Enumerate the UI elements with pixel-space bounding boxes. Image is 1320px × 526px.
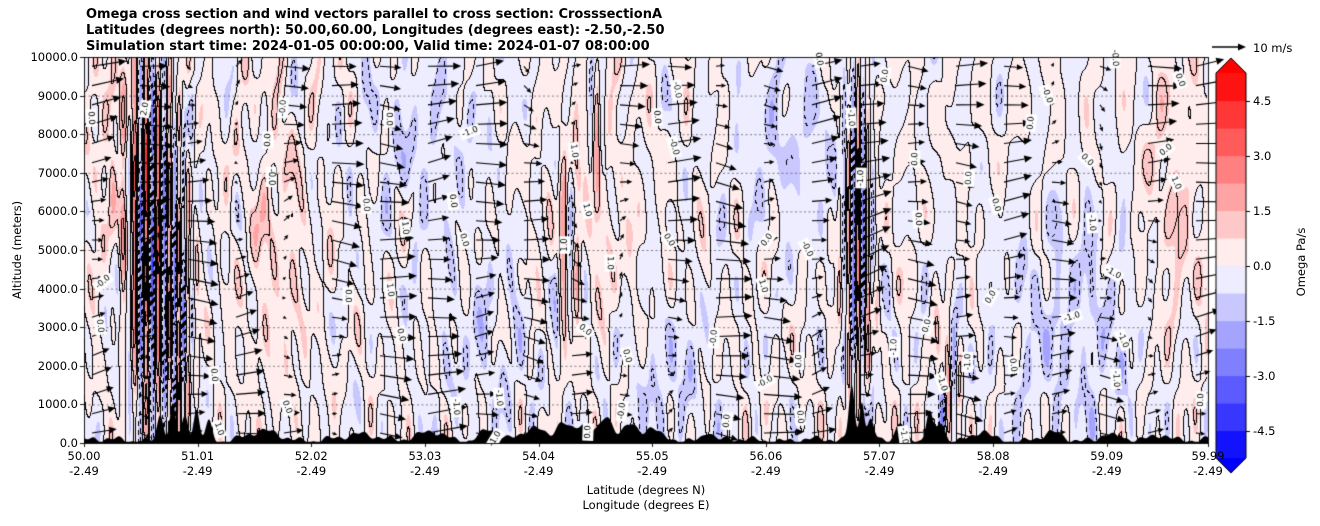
y-tick-label: 5000.0 bbox=[37, 243, 78, 257]
x-tick-label-longitude: -2.49 bbox=[410, 464, 440, 478]
x-tick-label-latitude: 55.05 bbox=[635, 449, 669, 463]
x-tick-label-longitude: -2.49 bbox=[978, 464, 1008, 478]
x-tick-label-longitude: -2.49 bbox=[750, 464, 781, 478]
colorbar-tick-label: 1.5 bbox=[1253, 203, 1272, 218]
plot-title-line-1: Omega cross section and wind vectors par… bbox=[86, 7, 663, 22]
colorbar-tick-label: -1.5 bbox=[1253, 313, 1276, 328]
plot-title-line-2: Latitudes (degrees north): 50.00,60.00, … bbox=[86, 23, 665, 38]
y-tick-label: 2000.0 bbox=[37, 358, 78, 373]
y-tick-label: 8000.0 bbox=[37, 127, 78, 142]
x-tick-label-latitude: 58.08 bbox=[976, 449, 1010, 463]
y-tick-label: 10000.0 bbox=[30, 50, 78, 64]
x-tick-label-longitude: -2.49 bbox=[296, 464, 327, 478]
y-tick-label: 7000.0 bbox=[37, 165, 78, 180]
y-tick-label: 9000.0 bbox=[37, 88, 78, 103]
x-tick-label-latitude: 56.06 bbox=[749, 449, 783, 463]
x-tick-label-latitude: 59.99 bbox=[1191, 449, 1225, 463]
x-tick-label-longitude: -2.49 bbox=[69, 464, 99, 478]
x-tick-label-latitude: 54.04 bbox=[522, 449, 556, 463]
y-tick-label: 6000.0 bbox=[37, 204, 78, 219]
y-tick-label: 1000.0 bbox=[37, 397, 78, 412]
y-tick-label: 3000.0 bbox=[37, 320, 78, 335]
x-tick-label-latitude: 50.00 bbox=[67, 449, 101, 463]
quiver-key-label: 10 m/s bbox=[1253, 41, 1293, 55]
x-tick-label-longitude: -2.49 bbox=[864, 464, 895, 478]
x-tick-label-longitude: -2.49 bbox=[1193, 464, 1223, 478]
x-tick-label-longitude: -2.49 bbox=[1091, 464, 1122, 478]
colorbar-tick-label: 0.0 bbox=[1253, 258, 1272, 273]
x-tick-label-latitude: 51.01 bbox=[181, 449, 215, 463]
y-tick-label: 0.0 bbox=[59, 436, 78, 450]
colorbar-tick-label: 3.0 bbox=[1253, 148, 1272, 163]
colorbar-tick-label: -4.5 bbox=[1253, 423, 1276, 438]
colorbar-tick-label: 4.5 bbox=[1253, 93, 1272, 108]
colorbar-tick-label: -3.0 bbox=[1253, 368, 1276, 383]
x-tick-label-latitude: 59.09 bbox=[1090, 449, 1124, 463]
y-tick-label: 4000.0 bbox=[37, 281, 78, 296]
x-tick-label-latitude: 52.02 bbox=[294, 449, 328, 463]
x-tick-label-latitude: 53.03 bbox=[408, 449, 442, 463]
x-axis-label-latitude: Latitude (degrees N) bbox=[586, 483, 706, 497]
x-tick-label-longitude: -2.49 bbox=[523, 464, 554, 478]
plot-title-line-3: Simulation start time: 2024-01-05 00:00:… bbox=[86, 39, 650, 54]
x-axis-label-longitude: Longitude (degrees E) bbox=[582, 498, 710, 512]
x-tick-label-longitude: -2.49 bbox=[182, 464, 213, 478]
colorbar-label: Omega Pa/s bbox=[1294, 227, 1308, 297]
x-tick-label-latitude: 57.07 bbox=[862, 449, 896, 463]
x-tick-label-longitude: -2.49 bbox=[637, 464, 668, 478]
